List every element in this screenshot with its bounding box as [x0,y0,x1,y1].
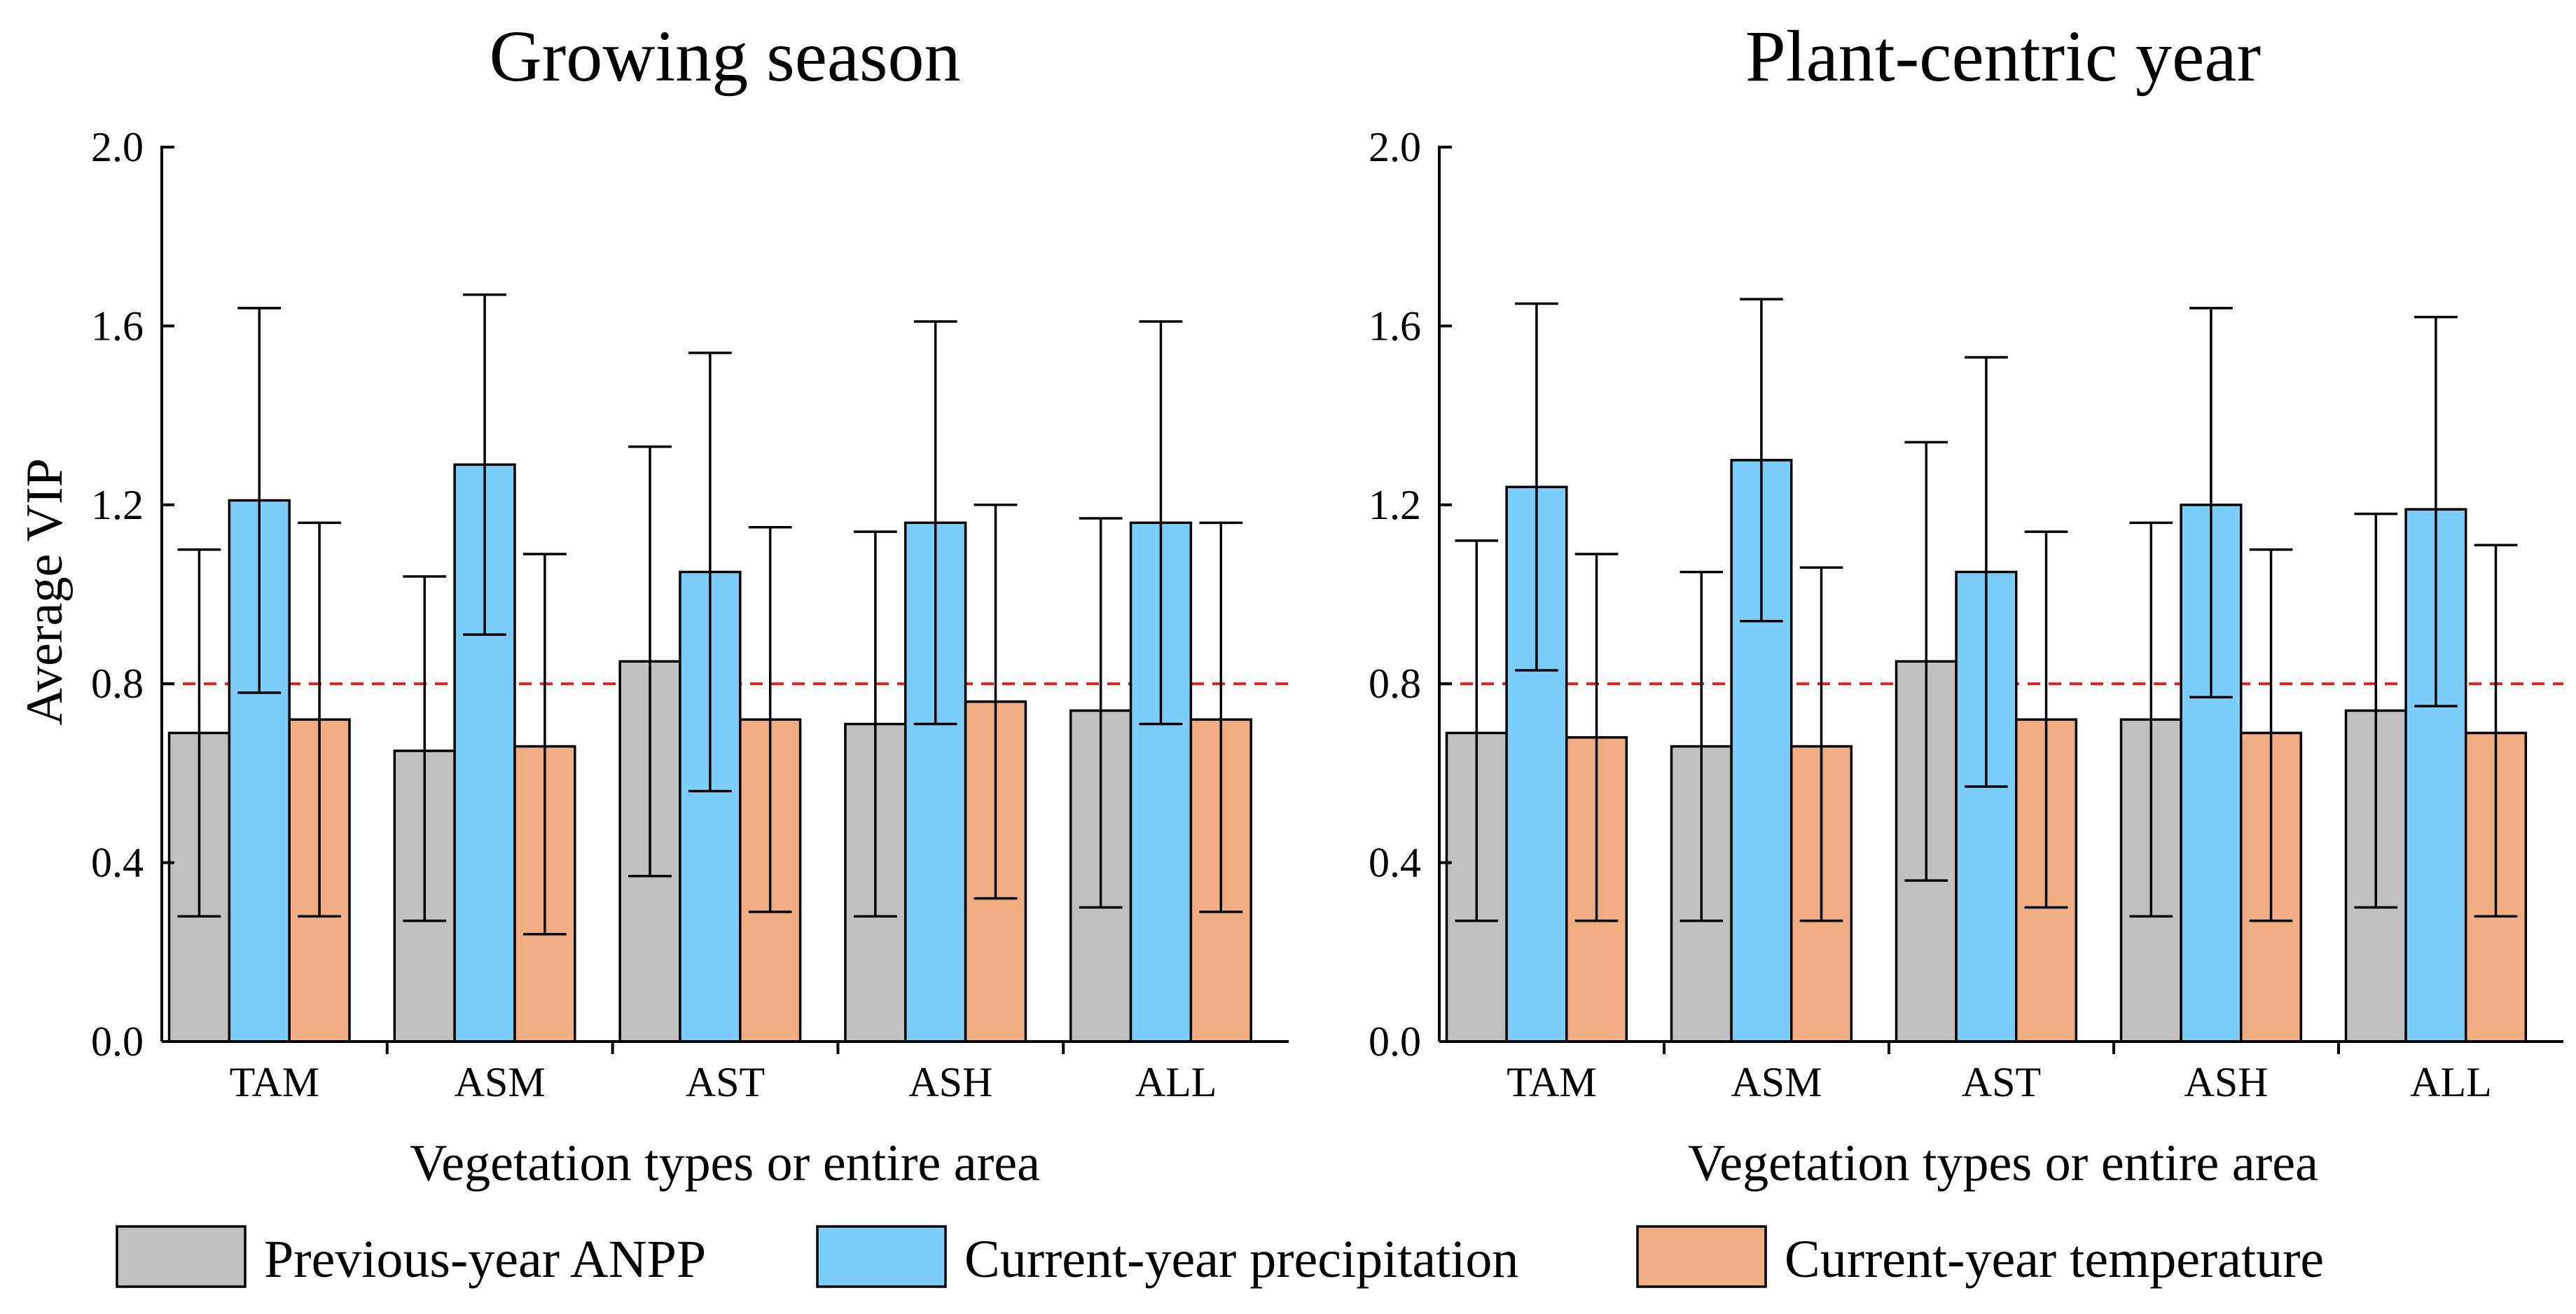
error-bar-current-year-temperature-asm [1799,566,1843,922]
x-tick-label: ASM [1731,1059,1822,1105]
y-tick-label: 0.8 [1369,661,1421,707]
panel-growing-season: Growing season Average VIP 0.0 0.4 0.8 1.2 1… [16,16,1289,1192]
x-axis-label: Vegetation types or entire area [1688,1135,2318,1192]
error-bar-current-year-temperature-tam [1574,553,1619,922]
error-bar-current-year-precipitation-asm [463,293,506,636]
y-tick-label: 2.0 [1369,124,1421,170]
error-bar-current-year-precipitation-asm [1740,298,1783,623]
error-bar-current-year-precipitation-tam [1515,302,1558,672]
y-tick-label: 0.4 [91,840,144,886]
error-bar-current-year-precipitation-all [2414,315,2458,707]
legend-label: Previous-year ANPP [264,1230,706,1289]
error-bar-current-year-temperature-all [2474,544,2518,918]
legend-swatch-current-year-precipitation [816,1225,947,1288]
error-bar-previous-year-anpp-tam [177,548,221,918]
y-tick-label: 1.6 [1369,303,1421,349]
error-bar-current-year-precipitation-all [1139,320,1183,726]
error-bar-current-year-temperature-ash [2249,548,2293,922]
panel-title: Plant-centric year [1745,16,2261,97]
x-tick-label: ALL [2410,1059,2492,1105]
panel-plant-centric-year: Plant-centric year 0.0 0.4 0.8 1.2 1.6 2.0 TA… [1369,16,2563,1192]
legend: Previous-year ANPP Current-year precipit… [116,1225,2324,1289]
y-axis-label: Average VIP [16,458,74,726]
y-tick-label: 2.0 [91,124,144,170]
x-tick-label: ASH [2184,1059,2268,1105]
error-bars-layer [177,293,1243,936]
y-ticks-layer: 0.0 0.4 0.8 1.2 1.6 2.0 [1369,124,1452,1065]
y-tick-label: 1.2 [1369,482,1421,528]
error-bar-current-year-temperature-asm [522,553,567,936]
axes-layer [160,146,1289,1054]
error-bar-current-year-temperature-ast [748,525,792,913]
x-tick-label: ASH [908,1059,992,1105]
error-bar-previous-year-anpp-tam [1455,539,1499,922]
error-bar-current-year-temperature-tam [298,521,341,918]
y-tick-label: 0.8 [91,661,144,707]
error-bar-current-year-precipitation-ash [2189,307,2233,699]
y-tick-label: 1.6 [91,303,144,349]
x-tick-label: TAM [230,1059,320,1105]
error-bar-previous-year-anpp-all [2354,512,2398,909]
error-bar-previous-year-anpp-ash [853,530,897,918]
error-bar-current-year-precipitation-ast [688,351,732,793]
error-bar-previous-year-anpp-ast [628,445,672,878]
y-tick-label: 1.2 [91,482,144,528]
legend-label: Current-year precipitation [964,1230,1518,1289]
panel-title: Growing season [489,16,960,97]
legend-swatch-current-year-temperature [1636,1225,1767,1288]
legend-swatch-previous-year-anpp [116,1225,247,1288]
error-bar-current-year-precipitation-ash [913,320,957,726]
x-categories-layer: TAM ASM AST ASH ALL [1507,1059,2492,1105]
error-bar-current-year-temperature-all [1199,521,1243,913]
error-bar-current-year-temperature-ash [974,504,1018,900]
error-bar-current-year-precipitation-ast [1965,356,2008,788]
x-tick-label: TAM [1507,1059,1597,1105]
y-tick-label: 0.0 [91,1018,144,1065]
y-tick-label: 0.4 [1369,840,1421,886]
error-bars-layer [1455,298,2518,922]
x-tick-label: ASM [455,1059,546,1105]
y-tick-label: 0.0 [1369,1018,1421,1065]
legend-label: Current-year temperature [1785,1230,2324,1289]
error-bar-current-year-precipitation-tam [237,307,282,694]
x-axis-label: Vegetation types or entire area [410,1135,1040,1192]
error-bar-current-year-temperature-ast [2024,530,2068,909]
error-bar-previous-year-anpp-all [1079,517,1123,909]
axes-layer [1438,146,2563,1054]
error-bar-previous-year-anpp-asm [403,575,447,922]
x-tick-label: ALL [1135,1059,1217,1105]
y-ticks-layer: 0.0 0.4 0.8 1.2 1.6 2.0 [91,124,174,1065]
x-categories-layer: TAM ASM AST ASH ALL [230,1059,1217,1105]
error-bar-previous-year-anpp-ast [1904,441,1948,882]
x-tick-label: AST [686,1059,765,1105]
x-tick-label: AST [1962,1059,2041,1105]
error-bar-previous-year-anpp-ash [2129,521,2173,918]
error-bar-previous-year-anpp-asm [1680,570,1724,922]
